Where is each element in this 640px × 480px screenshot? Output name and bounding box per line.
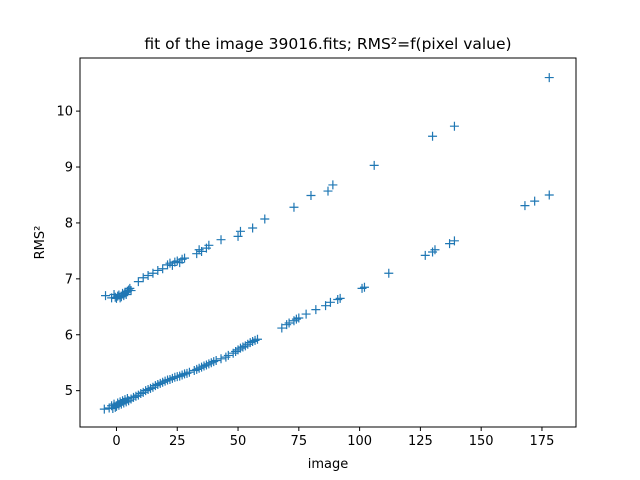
data-point	[530, 196, 540, 206]
data-point	[101, 291, 111, 301]
data-point	[289, 202, 299, 212]
data-point	[445, 239, 455, 249]
data-point	[323, 186, 333, 196]
data-point	[180, 253, 190, 263]
data-point	[359, 282, 369, 292]
data-point	[158, 264, 168, 274]
y-axis-label: RMS²	[33, 226, 48, 260]
data-point	[311, 305, 321, 315]
y-tick-label: 8	[65, 216, 73, 231]
data-point	[544, 190, 554, 200]
x-tick-label: 100	[347, 434, 372, 449]
data-point	[449, 121, 459, 131]
data-point	[325, 297, 335, 307]
data-point	[125, 283, 135, 293]
x-tick-label: 75	[291, 434, 308, 449]
data-point	[335, 293, 345, 303]
data-point	[248, 223, 258, 233]
data-point	[204, 240, 214, 250]
x-tick-label: 0	[112, 434, 120, 449]
data-point	[384, 268, 394, 278]
data-point	[284, 318, 294, 328]
data-point	[449, 236, 459, 246]
data-points	[99, 73, 554, 414]
data-point	[99, 404, 109, 414]
x-tick-label: 25	[169, 434, 186, 449]
y-tick-label: 10	[56, 105, 73, 120]
x-tick-label: 175	[530, 434, 555, 449]
plot-frame	[79, 57, 577, 428]
data-point	[306, 191, 316, 201]
data-point	[148, 268, 158, 278]
data-point	[420, 250, 430, 260]
data-point	[197, 246, 207, 256]
data-point	[216, 235, 226, 245]
data-point	[216, 354, 226, 364]
x-axis-ticks: 0 25 50 75 100 125 150 175	[112, 427, 554, 449]
data-point	[133, 277, 143, 287]
data-point	[544, 73, 554, 83]
data-point	[211, 355, 221, 365]
data-point	[126, 286, 136, 296]
data-point	[153, 265, 163, 275]
data-point	[184, 367, 194, 377]
data-point	[233, 231, 243, 241]
data-point	[294, 313, 304, 323]
x-axis-label: image	[308, 457, 349, 472]
data-point	[321, 301, 331, 311]
data-point	[223, 350, 233, 360]
x-tick-label: 125	[408, 434, 433, 449]
data-point	[260, 214, 270, 224]
data-point	[328, 180, 338, 190]
y-tick-label: 7	[65, 272, 73, 287]
y-tick-label: 9	[65, 161, 73, 176]
x-tick-label: 150	[469, 434, 494, 449]
chart-title: fit of the image 39016.fits; RMS²=f(pixe…	[144, 35, 511, 53]
data-point	[428, 131, 438, 141]
y-axis-ticks: 5 6 7 8 9 10	[56, 105, 80, 399]
data-point	[143, 270, 153, 280]
data-point	[138, 273, 148, 283]
data-point	[301, 309, 311, 319]
data-point	[252, 334, 262, 344]
x-tick-label: 50	[230, 434, 247, 449]
data-point	[520, 201, 530, 211]
data-point	[369, 160, 379, 170]
y-tick-label: 5	[65, 384, 73, 399]
data-point	[235, 226, 245, 236]
data-point	[277, 323, 287, 333]
data-point	[430, 245, 440, 255]
y-tick-label: 6	[65, 328, 73, 343]
